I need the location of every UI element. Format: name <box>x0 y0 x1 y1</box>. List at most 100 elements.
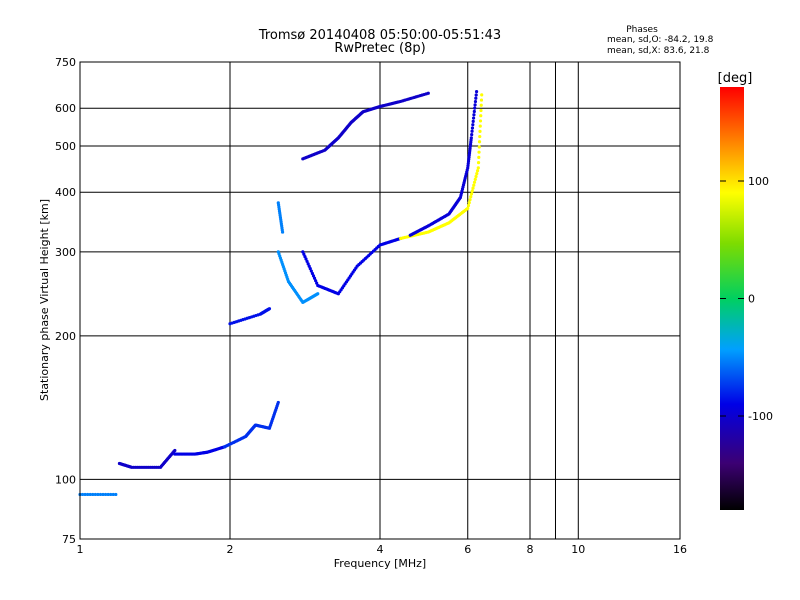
colorbar-ticks: 100 0 -100 <box>720 175 773 423</box>
data-point <box>305 259 309 264</box>
data-point <box>86 492 90 497</box>
data-point <box>98 492 103 497</box>
data-point <box>473 177 477 182</box>
data-point <box>470 126 475 130</box>
legend-line-o: mean, sd,O: -84.2, 19.8 <box>607 35 714 45</box>
data-point <box>479 114 483 118</box>
data-point <box>311 274 316 278</box>
data-point <box>466 206 470 210</box>
data-point <box>478 119 483 123</box>
x-tick-label: 16 <box>673 543 687 556</box>
data-point <box>314 279 318 283</box>
y-tick-label: 100 <box>55 473 76 486</box>
data-point <box>472 183 476 187</box>
data-point <box>472 180 477 184</box>
data-point <box>467 200 471 205</box>
data-point <box>301 250 305 254</box>
x-axis-label: Frequency [MHz] <box>334 557 426 570</box>
colorbar-label: [deg] <box>718 71 753 86</box>
data-point <box>306 262 310 266</box>
chart-title: Tromsø 20140408 05:50:00-05:51:43 <box>258 28 501 43</box>
y-tick-label: 300 <box>55 246 76 259</box>
data-point <box>468 198 472 202</box>
data-point <box>472 113 476 117</box>
data-point <box>315 281 319 285</box>
data-point <box>303 255 307 259</box>
data-point <box>477 140 482 144</box>
data-point <box>103 492 108 497</box>
data-point <box>471 186 475 190</box>
data-point <box>473 103 477 107</box>
data-point <box>83 492 87 497</box>
data-point <box>309 269 313 273</box>
data-point <box>477 145 481 149</box>
data-point <box>474 174 478 179</box>
plot-frame <box>79 61 681 540</box>
x-tick-label: 10 <box>571 543 585 556</box>
colorbar-tick-label: 100 <box>748 175 769 188</box>
data-point <box>469 192 474 196</box>
data-point <box>111 492 115 497</box>
data-point <box>280 230 285 234</box>
colorbar-tick-label: 0 <box>748 293 755 306</box>
data-point <box>308 267 312 271</box>
data-point <box>470 132 474 137</box>
y-tick-label: 75 <box>62 533 76 546</box>
legend-title: Phases <box>626 25 658 35</box>
data-point <box>471 116 476 120</box>
y-tick-label: 400 <box>55 186 76 199</box>
data-point <box>101 492 105 497</box>
data-point <box>478 129 482 133</box>
data-point <box>479 98 484 102</box>
data-point <box>478 134 482 139</box>
data-point <box>473 99 478 104</box>
data-point <box>466 203 471 208</box>
data-point <box>476 161 481 165</box>
data-point <box>114 492 118 497</box>
legend-line-x: mean, sd,X: 83.6, 21.8 <box>607 46 710 56</box>
data-point <box>426 91 430 95</box>
y-tick-label: 750 <box>55 56 76 69</box>
data-point <box>474 96 478 100</box>
data-point <box>109 492 113 497</box>
data-point <box>302 252 306 256</box>
data-point <box>93 492 97 497</box>
data-point <box>80 492 85 497</box>
data-point <box>475 172 479 176</box>
data-point <box>473 106 477 110</box>
x-tick-label: 6 <box>464 543 471 556</box>
data-point <box>470 129 474 133</box>
data-point <box>88 492 92 497</box>
x-tick-label: 8 <box>527 543 534 556</box>
data-point <box>477 150 481 154</box>
data-point <box>106 492 110 497</box>
data-point <box>96 492 100 497</box>
colorbar-tick-label: -100 <box>748 410 773 423</box>
data-point <box>479 103 483 107</box>
data-point <box>471 119 475 123</box>
data-point <box>480 93 484 97</box>
data-point <box>474 93 478 97</box>
data-point <box>470 189 474 193</box>
data-points-layer <box>78 90 484 497</box>
data-point <box>469 195 473 199</box>
data-point <box>91 492 95 497</box>
data-point <box>316 292 320 296</box>
y-axis-label: Stationary phase Virtual Height [km] <box>38 199 51 401</box>
y-tick-label: 200 <box>55 330 76 343</box>
data-point <box>312 276 317 280</box>
data-point <box>477 155 481 159</box>
data-point <box>276 400 280 405</box>
data-point <box>471 123 475 127</box>
y-tick-label: 600 <box>55 102 76 115</box>
data-point <box>307 264 311 268</box>
y-tick-label: 500 <box>55 140 76 153</box>
data-point <box>476 166 480 170</box>
chart-subtitle: RwPretec (8p) <box>334 41 425 56</box>
x-tick-label: 2 <box>227 543 234 556</box>
data-point <box>475 169 480 173</box>
data-point <box>173 448 177 453</box>
data-point <box>469 136 473 140</box>
data-point <box>474 90 479 94</box>
data-point <box>478 124 482 128</box>
